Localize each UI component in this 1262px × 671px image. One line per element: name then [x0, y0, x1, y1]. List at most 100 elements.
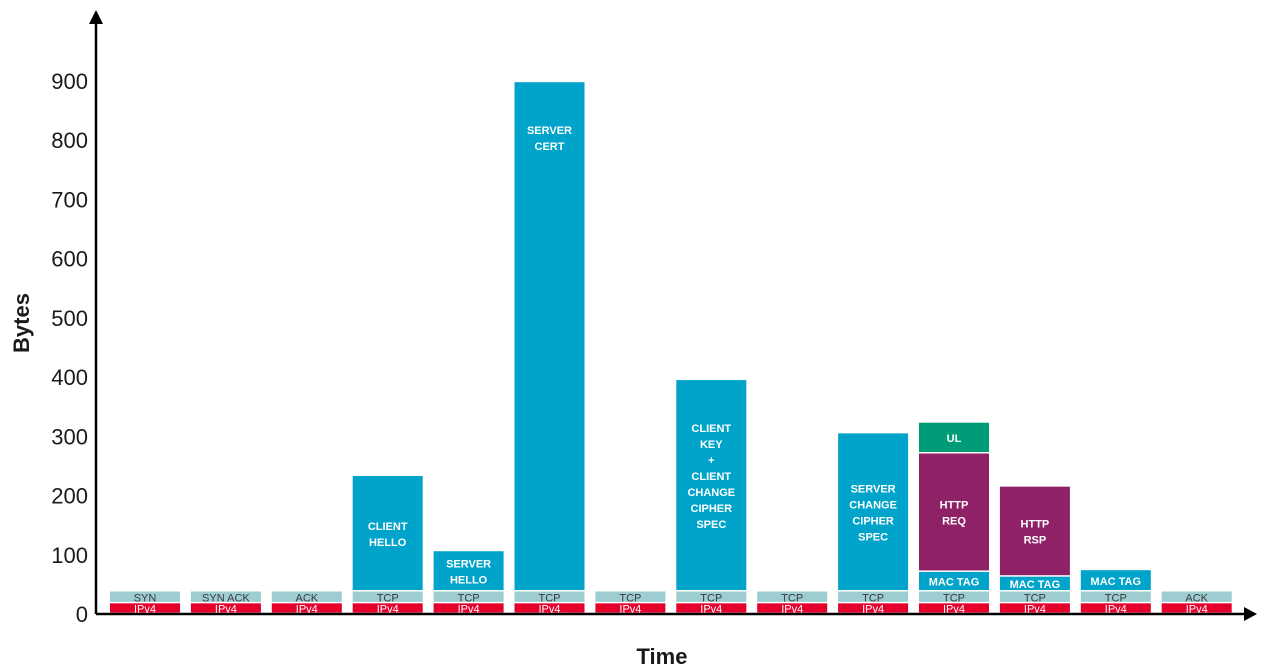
bar-segment-label: IPv4: [296, 604, 318, 616]
bar-segment-label: IPv4: [458, 604, 480, 616]
bar-segment-label: MAC TAG: [1091, 576, 1142, 588]
bar-segment: [595, 591, 666, 602]
bar-segment-label: IPv4: [538, 604, 560, 616]
bar-segment: [1080, 570, 1151, 590]
bar-segment-label: SERVER CERT: [527, 125, 572, 153]
y-tick-label: 300: [51, 424, 88, 449]
bar-segment-label: CLIENT HELLO: [368, 521, 408, 549]
y-tick-label: 700: [51, 187, 88, 212]
bar-segment-label: SERVER HELLO: [446, 558, 491, 586]
bar-segment-label: TCP: [539, 592, 561, 604]
bar-segment: [190, 603, 261, 613]
bar-segment: [110, 603, 180, 613]
bar-segment: [919, 591, 989, 602]
y-tick-label: 900: [51, 69, 88, 94]
bar-segment: [433, 551, 504, 590]
y-axis-arrow: [89, 10, 103, 24]
y-tick-label: 100: [51, 543, 88, 568]
bar-segment: [919, 453, 989, 571]
bar-segment-label: TCP: [1024, 592, 1046, 604]
bar-segment: [838, 433, 909, 590]
bar-segment: [352, 603, 423, 613]
bar-segment-label: SERVER CHANGE CIPHER SPEC: [849, 483, 897, 543]
bar-segment-label: IPv4: [619, 604, 641, 616]
y-tick-label: 200: [51, 484, 88, 509]
bar-segment: [1161, 591, 1232, 602]
bar-segment: [433, 603, 504, 613]
bar-segment-label: IPv4: [781, 604, 803, 616]
bar-segment-label: IPv4: [943, 604, 965, 616]
bar-segment-label: UL: [947, 433, 962, 445]
bar-segment-label: SYN ACK: [202, 592, 250, 604]
bar-segment-label: TCP: [458, 592, 480, 604]
bar-segment-label: HTTP RSP: [1021, 519, 1050, 547]
y-tick-labels: 0 100 200 300 400 500 600 700 800 900: [51, 69, 88, 627]
bar-segment: [271, 591, 342, 602]
bar-segment-label: SYN: [134, 592, 157, 604]
bar-segment: [190, 591, 261, 602]
bar-segment: [514, 82, 585, 590]
bar-segment: [757, 603, 828, 613]
bar-segment: [1161, 603, 1232, 613]
y-axis-title: Bytes: [9, 293, 34, 353]
bar-segment: [352, 591, 423, 602]
bar-segment: [919, 603, 989, 613]
bar-segment-label: TCP: [619, 592, 641, 604]
x-axis-arrow: [1244, 607, 1257, 621]
bar-segment-label: ACK: [1185, 592, 1208, 604]
bar-segment-label: IPv4: [377, 604, 399, 616]
bar-segment-label: ACK: [295, 592, 318, 604]
bar-segment: [838, 603, 909, 613]
bar-segment-label: IPv4: [215, 604, 237, 616]
bar-segment-label: IPv4: [1024, 604, 1046, 616]
bar-segment: [919, 571, 989, 590]
bar-segment: [1080, 591, 1151, 602]
bar-segment: [514, 591, 585, 602]
bar-segment-label: HTTP REQ: [940, 500, 969, 528]
bar-segment-label: TCP: [781, 592, 803, 604]
bar-segment: [999, 603, 1070, 613]
y-tick-label: 500: [51, 306, 88, 331]
bar-segment: [1080, 603, 1151, 613]
y-tick-label: 800: [51, 128, 88, 153]
bar-segment-label: IPv4: [1105, 604, 1127, 616]
bar-segment: [676, 591, 747, 602]
bar-segment: [676, 603, 747, 613]
bar-segment: [999, 486, 1070, 576]
bar-segment: [514, 603, 585, 613]
bar-segment-label: CLIENT KEY + CLIENT CHANGE CIPHER SPEC: [687, 423, 735, 531]
bar-segment: [999, 576, 1070, 590]
bar-segment-label: TCP: [862, 592, 884, 604]
y-tick-label: 600: [51, 247, 88, 272]
bar-segment: [999, 591, 1070, 602]
bar-segment-label: MAC TAG: [1010, 579, 1061, 591]
bar-segment: [433, 591, 504, 602]
x-axis-title: Time: [637, 644, 688, 669]
bar-segment-label: TCP: [1105, 592, 1127, 604]
bar-segment-label: IPv4: [862, 604, 884, 616]
bar-segment-label: MAC TAG: [929, 577, 980, 589]
bar-segment-label: IPv4: [1186, 604, 1208, 616]
bar-segment-label: TCP: [377, 592, 399, 604]
y-tick-label: 400: [51, 365, 88, 390]
y-tick-label: 0: [76, 602, 88, 627]
bar-segment-label: TCP: [943, 592, 965, 604]
bar-segment: [919, 422, 989, 453]
chart-axes: [89, 10, 1257, 621]
bar-segment: [676, 380, 747, 590]
bar-segment-label: IPv4: [134, 604, 156, 616]
bar-segment: [352, 476, 423, 590]
